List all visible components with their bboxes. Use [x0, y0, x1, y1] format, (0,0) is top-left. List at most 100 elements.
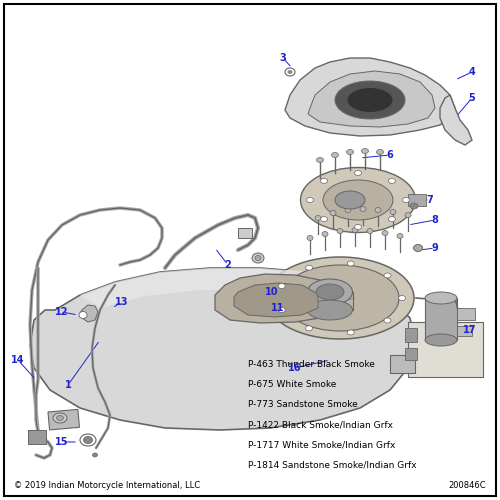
Ellipse shape	[346, 150, 354, 154]
Ellipse shape	[388, 178, 396, 184]
Text: 6: 6	[386, 150, 394, 160]
Ellipse shape	[384, 318, 391, 323]
Ellipse shape	[348, 88, 393, 112]
Ellipse shape	[281, 265, 399, 331]
Ellipse shape	[53, 413, 67, 423]
Ellipse shape	[315, 216, 321, 220]
Ellipse shape	[84, 436, 92, 444]
Ellipse shape	[345, 208, 351, 212]
Ellipse shape	[348, 261, 354, 266]
Bar	[408, 322, 483, 377]
Ellipse shape	[308, 279, 352, 305]
Text: 7: 7	[426, 195, 434, 205]
Text: 16: 16	[288, 363, 302, 373]
Text: P-1422 Black Smoke/Indian Grfx: P-1422 Black Smoke/Indian Grfx	[248, 420, 393, 429]
Text: 15: 15	[55, 437, 69, 447]
Text: 5: 5	[468, 93, 475, 103]
Ellipse shape	[410, 203, 418, 209]
Ellipse shape	[388, 216, 396, 222]
Ellipse shape	[316, 158, 324, 162]
Ellipse shape	[414, 244, 422, 252]
Bar	[405, 348, 417, 360]
Text: 10: 10	[265, 287, 279, 297]
Ellipse shape	[320, 178, 328, 184]
Bar	[390, 355, 415, 373]
Ellipse shape	[362, 148, 368, 154]
Ellipse shape	[405, 212, 411, 218]
Ellipse shape	[56, 416, 64, 420]
Ellipse shape	[390, 210, 396, 214]
Ellipse shape	[397, 234, 403, 238]
Ellipse shape	[330, 210, 336, 216]
Polygon shape	[80, 268, 390, 308]
Ellipse shape	[322, 232, 328, 236]
Ellipse shape	[402, 198, 409, 202]
Text: 4: 4	[468, 67, 475, 77]
Ellipse shape	[360, 206, 366, 212]
Ellipse shape	[306, 326, 312, 331]
Text: © 2019 Indian Motorcycle International, LLC: © 2019 Indian Motorcycle International, …	[14, 481, 200, 490]
Ellipse shape	[92, 453, 98, 457]
Text: P-675 White Smoke: P-675 White Smoke	[248, 380, 336, 389]
Text: 13: 13	[115, 297, 129, 307]
Bar	[28, 430, 46, 444]
Ellipse shape	[306, 265, 312, 270]
Ellipse shape	[335, 81, 405, 119]
Ellipse shape	[425, 334, 457, 346]
Polygon shape	[440, 95, 472, 145]
Ellipse shape	[384, 273, 391, 278]
Ellipse shape	[354, 170, 362, 175]
Ellipse shape	[375, 208, 381, 212]
Ellipse shape	[80, 434, 96, 446]
Text: P-1717 White Smoke/Indian Grfx: P-1717 White Smoke/Indian Grfx	[248, 440, 396, 449]
Ellipse shape	[323, 180, 393, 220]
Text: 2: 2	[224, 260, 232, 270]
Text: 1: 1	[64, 380, 71, 390]
Ellipse shape	[252, 253, 264, 263]
Text: 8: 8	[432, 215, 438, 225]
Ellipse shape	[285, 68, 295, 76]
Text: P-1814 Sandstone Smoke/Indian Grfx: P-1814 Sandstone Smoke/Indian Grfx	[248, 460, 416, 469]
Ellipse shape	[266, 257, 414, 339]
Polygon shape	[308, 71, 435, 127]
Ellipse shape	[278, 284, 285, 288]
Bar	[48, 410, 80, 430]
Text: P-773 Sandstone Smoke: P-773 Sandstone Smoke	[248, 400, 358, 409]
Ellipse shape	[308, 300, 352, 320]
Polygon shape	[285, 58, 455, 136]
Text: 17: 17	[463, 325, 477, 335]
Ellipse shape	[306, 198, 314, 202]
Bar	[457, 326, 472, 336]
Polygon shape	[30, 268, 415, 430]
Bar	[408, 194, 426, 206]
Ellipse shape	[320, 216, 328, 222]
Text: 14: 14	[11, 355, 25, 365]
Ellipse shape	[425, 292, 457, 304]
Polygon shape	[215, 274, 335, 323]
Text: 11: 11	[271, 303, 285, 313]
Ellipse shape	[335, 191, 365, 209]
Ellipse shape	[398, 296, 406, 300]
Text: P-463 Thunder Black Smoke: P-463 Thunder Black Smoke	[248, 360, 375, 369]
Bar	[238, 228, 252, 238]
Bar	[457, 308, 475, 320]
Text: 9: 9	[432, 243, 438, 253]
Text: 3: 3	[280, 53, 286, 63]
Polygon shape	[80, 305, 98, 322]
Bar	[425, 298, 457, 340]
Ellipse shape	[300, 168, 416, 232]
Ellipse shape	[376, 150, 384, 154]
Ellipse shape	[332, 152, 338, 158]
Ellipse shape	[255, 256, 261, 260]
Text: 200846C: 200846C	[448, 481, 486, 490]
Ellipse shape	[278, 308, 285, 312]
Ellipse shape	[337, 228, 343, 234]
Ellipse shape	[352, 228, 358, 232]
Polygon shape	[234, 283, 318, 317]
Ellipse shape	[79, 312, 87, 318]
Ellipse shape	[307, 236, 313, 240]
Ellipse shape	[382, 230, 388, 235]
Ellipse shape	[367, 228, 373, 234]
Ellipse shape	[316, 284, 344, 300]
Bar	[405, 328, 417, 342]
